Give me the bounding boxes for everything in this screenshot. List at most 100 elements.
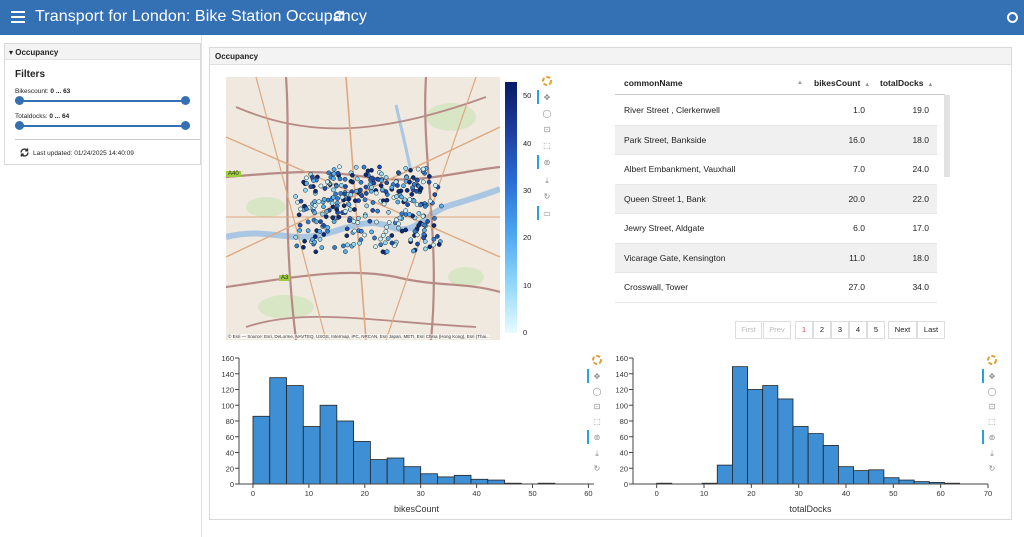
station-point[interactable] (312, 203, 318, 209)
station-point[interactable] (364, 203, 370, 209)
table-row[interactable]: Vicarage Gate, Kensington 11.0 18.0 (615, 243, 937, 273)
station-point[interactable] (305, 219, 311, 225)
station-point[interactable] (426, 179, 432, 185)
station-point[interactable] (408, 237, 414, 243)
reload-icon[interactable] (332, 9, 346, 23)
station-point[interactable] (427, 198, 433, 204)
pager-page-2[interactable]: 2 (813, 321, 831, 339)
save-icon[interactable]: ⤓ (990, 449, 994, 458)
station-point[interactable] (352, 207, 357, 212)
station-point[interactable] (404, 174, 409, 180)
table-row[interactable]: Park Street, Bankside 16.0 18.0 (615, 125, 937, 155)
histogram-bar[interactable] (716, 464, 733, 485)
station-point[interactable] (373, 190, 379, 196)
station-point[interactable] (370, 208, 376, 213)
station-point[interactable] (389, 185, 395, 190)
station-point[interactable] (372, 235, 377, 241)
station-point[interactable] (367, 218, 373, 224)
station-point[interactable] (293, 234, 299, 240)
station-point[interactable] (331, 195, 336, 200)
histogram-bar[interactable] (792, 426, 809, 485)
table-row[interactable]: Jewry Street, Aldgate 6.0 17.0 (615, 214, 937, 244)
station-point[interactable] (352, 228, 357, 234)
station-point[interactable] (425, 219, 430, 224)
station-point[interactable] (316, 199, 322, 204)
station-point[interactable] (396, 189, 402, 194)
map-canvas[interactable] (226, 77, 500, 340)
station-point[interactable] (342, 208, 348, 214)
histogram-bar[interactable] (838, 466, 854, 485)
station-point[interactable] (342, 176, 348, 182)
station-point[interactable] (370, 200, 376, 205)
station-point[interactable] (427, 174, 432, 179)
station-point[interactable] (422, 227, 427, 233)
bokeh-logo-icon[interactable] (542, 76, 552, 86)
histogram-bar[interactable] (302, 426, 321, 485)
station-point[interactable] (378, 183, 384, 188)
station-point[interactable] (375, 208, 380, 214)
station-point[interactable] (394, 194, 399, 199)
station-point[interactable] (396, 225, 401, 231)
pan-icon[interactable]: ✥ (988, 372, 996, 381)
station-point[interactable] (356, 216, 361, 221)
station-point[interactable] (378, 236, 383, 242)
histogram-bar[interactable] (420, 473, 438, 485)
station-point[interactable] (415, 241, 420, 247)
station-point[interactable] (432, 216, 437, 221)
refresh-icon[interactable] (19, 147, 30, 158)
station-point[interactable] (420, 179, 426, 185)
station-point[interactable] (401, 183, 406, 189)
station-point[interactable] (432, 192, 438, 197)
station-point[interactable] (384, 197, 390, 203)
station-point[interactable] (403, 165, 409, 171)
pager-page-4[interactable]: 4 (849, 321, 867, 339)
station-point[interactable] (389, 240, 395, 246)
station-point[interactable] (353, 164, 359, 170)
pan-icon[interactable]: ✥ (543, 93, 551, 102)
station-point[interactable] (333, 191, 338, 197)
station-point[interactable] (341, 243, 346, 249)
histogram-bar[interactable] (747, 389, 764, 485)
station-point[interactable] (312, 210, 318, 216)
station-point[interactable] (349, 172, 355, 178)
station-point[interactable] (369, 185, 374, 190)
station-point[interactable] (335, 196, 340, 201)
station-point[interactable] (359, 193, 365, 199)
station-point[interactable] (420, 213, 426, 219)
histogram-bar[interactable] (487, 479, 505, 485)
station-point[interactable] (407, 179, 412, 185)
sidebar-card-header[interactable]: ▾ Occupancy (5, 44, 200, 60)
station-point[interactable] (365, 168, 371, 174)
histogram-bar[interactable] (403, 466, 422, 485)
histogram-bar[interactable] (822, 445, 839, 485)
station-point[interactable] (317, 229, 323, 234)
station-point[interactable] (433, 183, 438, 188)
station-point[interactable] (418, 185, 424, 191)
station-point[interactable] (305, 228, 311, 234)
station-point[interactable] (420, 166, 426, 172)
histogram-bar[interactable] (883, 477, 900, 485)
station-point[interactable] (403, 208, 408, 214)
histogram-bar[interactable] (369, 459, 388, 485)
station-point[interactable] (411, 248, 416, 254)
bokeh-logo-icon[interactable] (592, 355, 602, 365)
box-select-icon[interactable]: ⬚ (543, 141, 551, 150)
reset-icon[interactable]: ↻ (593, 464, 601, 473)
station-point[interactable] (382, 240, 388, 246)
reset-icon[interactable]: ↻ (543, 192, 551, 201)
station-point[interactable] (321, 196, 327, 202)
station-point[interactable] (378, 242, 384, 248)
station-point[interactable] (339, 194, 345, 200)
station-point[interactable] (312, 234, 318, 239)
station-point[interactable] (354, 176, 360, 182)
save-icon[interactable]: ⤓ (545, 176, 549, 185)
station-point[interactable] (337, 176, 343, 182)
station-point[interactable] (337, 164, 342, 170)
station-point[interactable] (362, 213, 368, 219)
bokeh-logo-icon[interactable] (987, 355, 997, 365)
box-select-icon[interactable]: ⬚ (593, 417, 601, 426)
station-point[interactable] (321, 232, 327, 237)
station-point[interactable] (309, 174, 315, 180)
col-header-bikescount[interactable]: bikesCount ▲ (814, 72, 870, 94)
histogram-bar[interactable] (868, 469, 885, 485)
